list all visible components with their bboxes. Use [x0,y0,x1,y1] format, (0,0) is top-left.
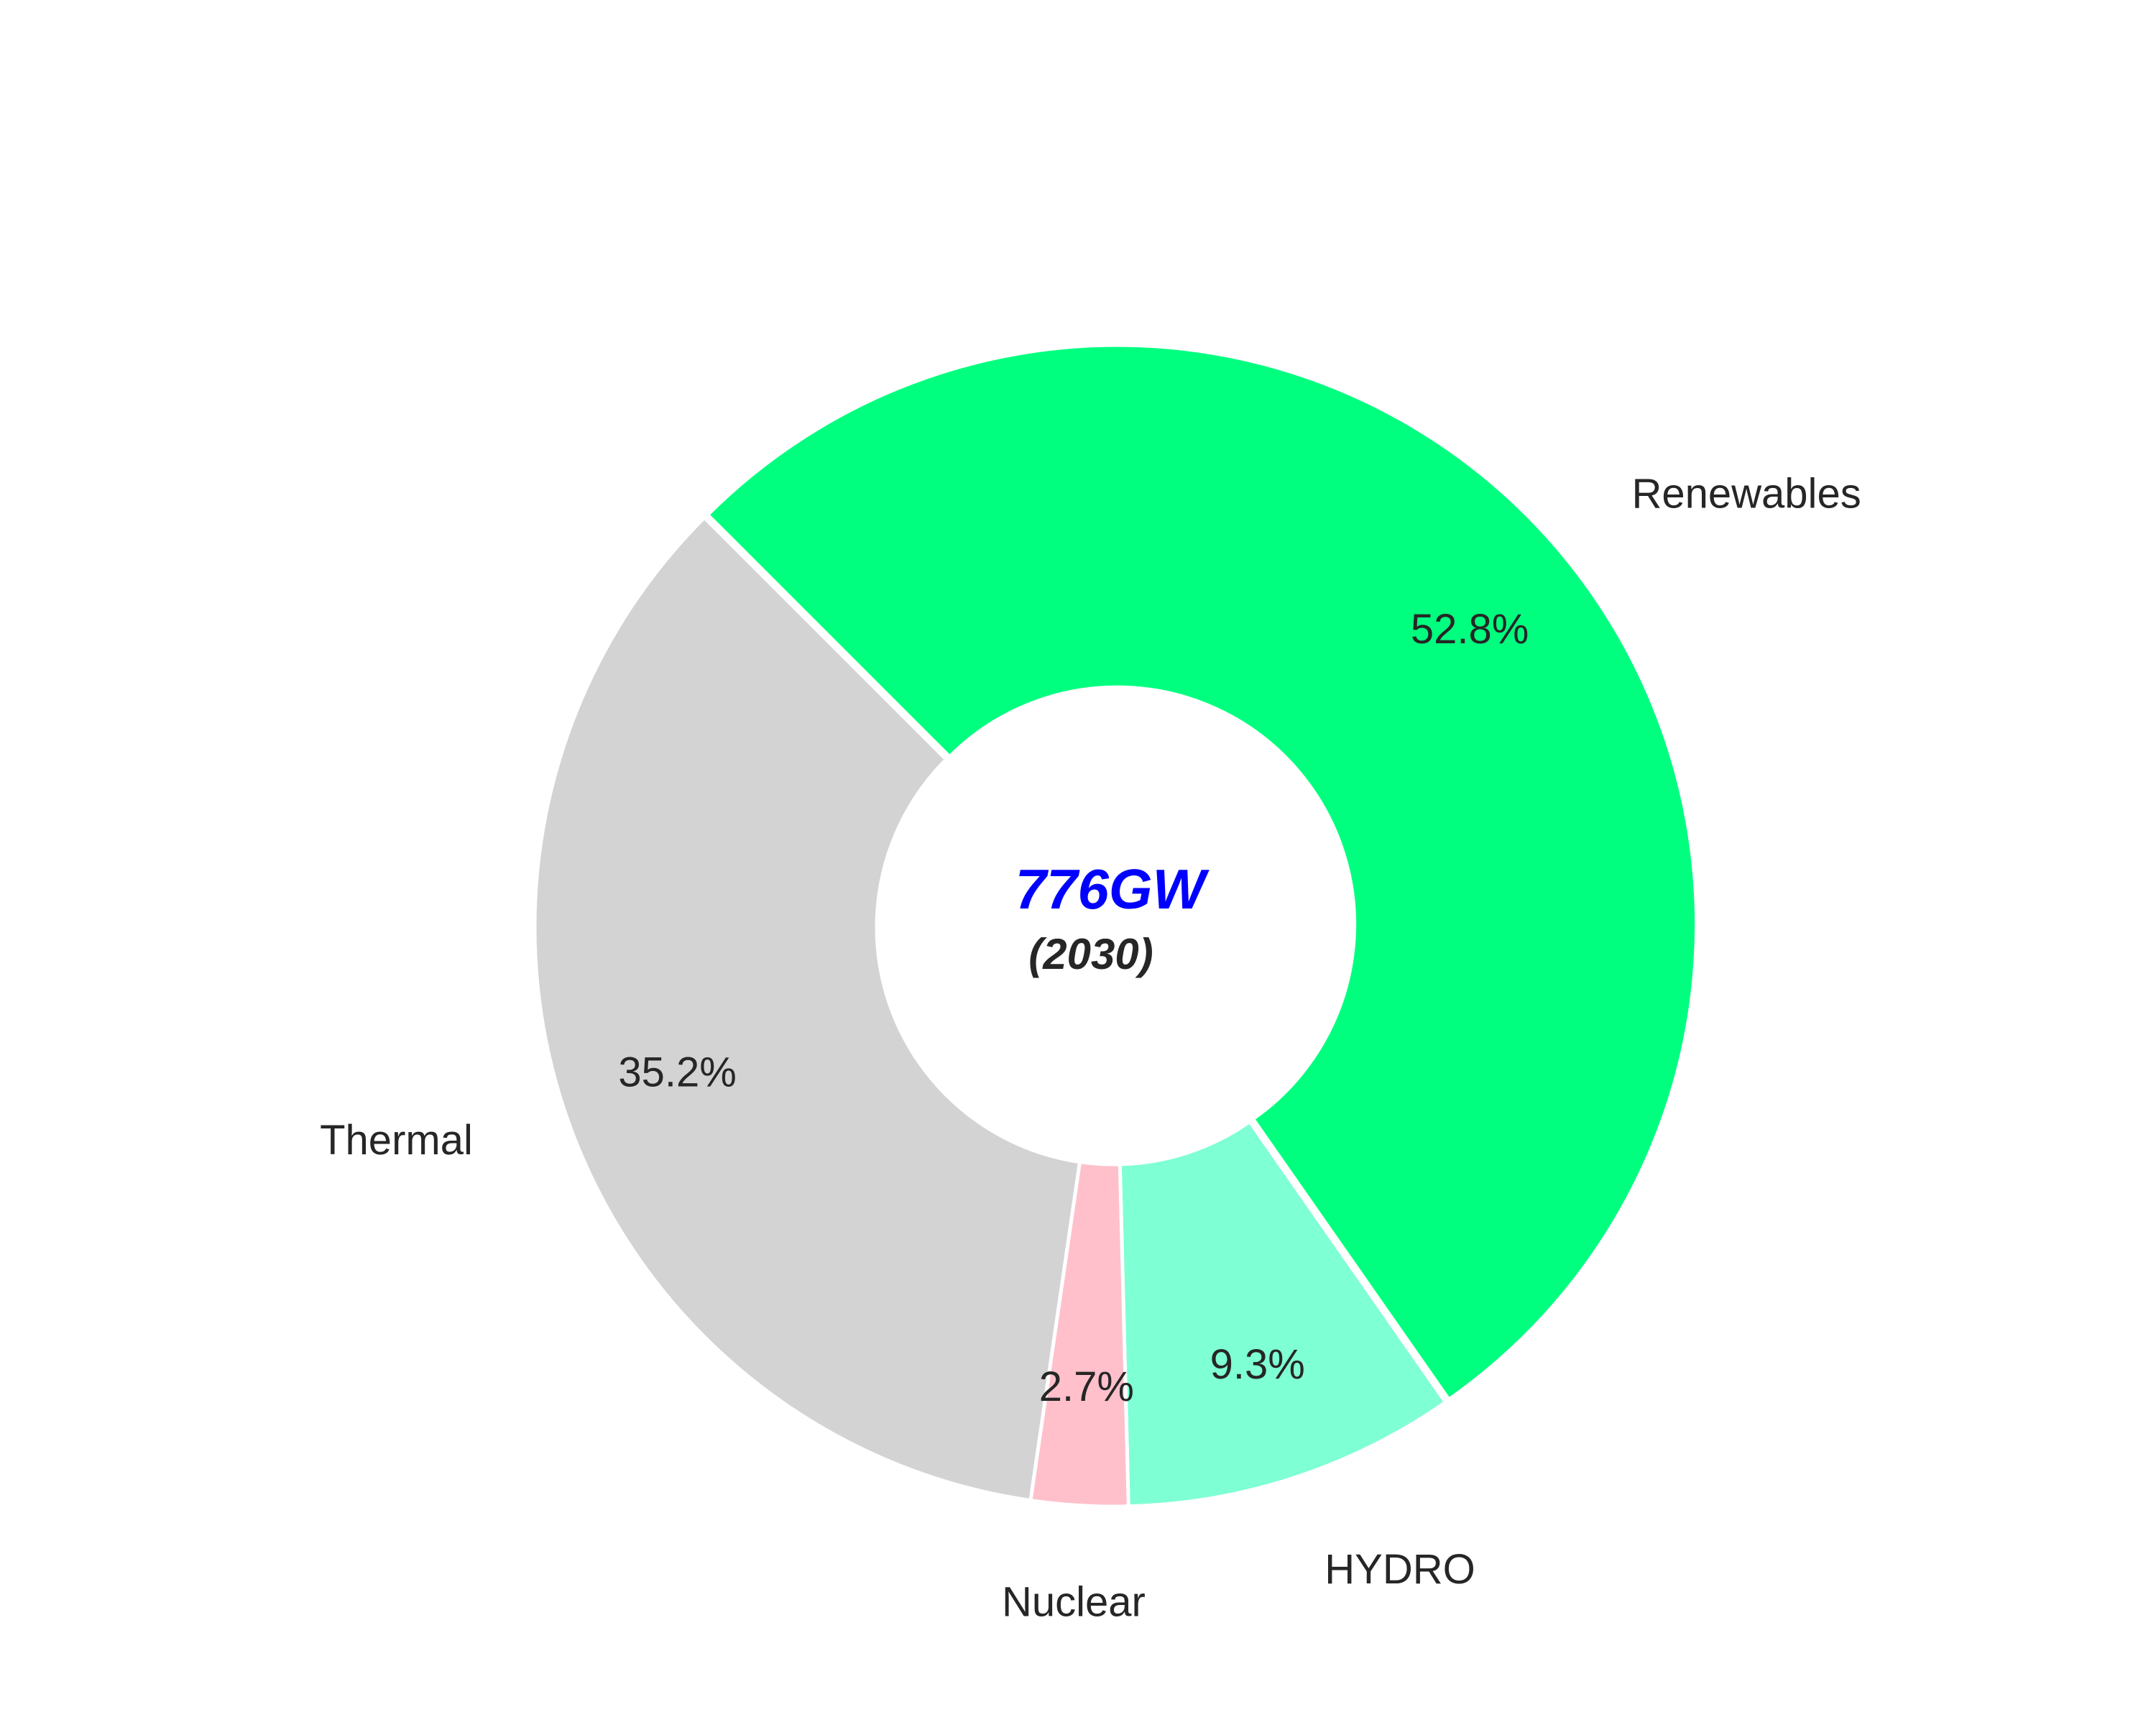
center-total-value: 776GW [1015,857,1210,921]
center-year-label: (2030) [1028,930,1153,978]
labels-layer: 52.8% Renewables 9.3% HYDRO 2.7% Nuclear 35.2%… [320,470,1861,1625]
category-label-hydro: HYDRO [1325,1546,1475,1593]
slice-renewables [705,343,1699,1402]
slice-thermal [533,515,1082,1503]
slice-hydro [1118,1119,1448,1509]
pct-label-hydro: 9.3% [1210,1341,1305,1388]
slices-layer [533,343,1699,1509]
pct-label-thermal: 35.2% [618,1049,736,1096]
pct-label-nuclear: 2.7% [1039,1363,1134,1410]
category-label-renewables: Renewables [1632,470,1861,517]
pct-label-renewables: 52.8% [1411,606,1529,653]
category-label-thermal: Thermal [320,1117,473,1164]
category-label-nuclear: Nuclear [1002,1578,1146,1625]
